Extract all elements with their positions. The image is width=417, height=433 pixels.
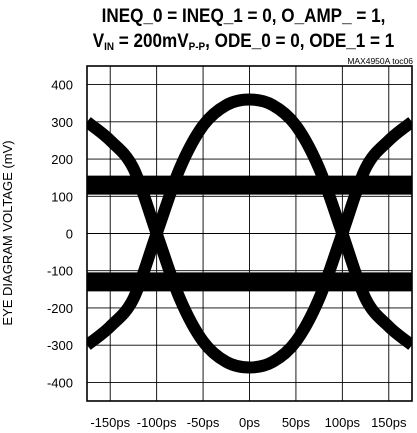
x-tick-label: 50ps	[282, 415, 311, 430]
x-tick-label: -100ps	[137, 415, 177, 430]
y-tick-label: -200	[47, 301, 73, 316]
y-tick-label: -400	[47, 375, 73, 390]
title-part-3: P-P	[188, 41, 206, 53]
x-tick-label: 100ps	[325, 415, 361, 430]
x-tick-label: -50ps	[187, 415, 220, 430]
y-tick-label: 400	[51, 78, 73, 93]
y-tick-label: -300	[47, 338, 73, 353]
chart-title-line-2: VIN = 200mVP-P, ODE_0 = 0, ODE_1 = 1	[87, 31, 399, 58]
y-axis-label: EYE DIAGRAM VOLTAGE (mV)	[0, 140, 15, 325]
y-tick-label: 300	[51, 115, 73, 130]
title-part-4: , ODE_0 = 0, ODE_1 = 1	[205, 31, 395, 52]
title-part-2: = 200mV	[114, 31, 189, 52]
x-tick-label: -150ps	[90, 415, 130, 430]
figure-id-note: MAX4950A toc06	[347, 56, 413, 66]
chart-title-line-1: INEQ_0 = INEQ_1 = 0, O_AMP_ = 1,	[101, 6, 386, 27]
x-tick-label: 150ps	[371, 415, 407, 430]
plot-frame	[86, 65, 413, 402]
y-tick-label: -100	[47, 264, 73, 279]
x-tick-label: 0ps	[239, 415, 260, 430]
y-tick-label: 200	[51, 152, 73, 167]
title-part-1: IN	[104, 41, 115, 53]
y-tick-label: 100	[51, 189, 73, 204]
y-tick-label: 0	[66, 227, 73, 242]
title-part-0: V	[92, 31, 105, 52]
